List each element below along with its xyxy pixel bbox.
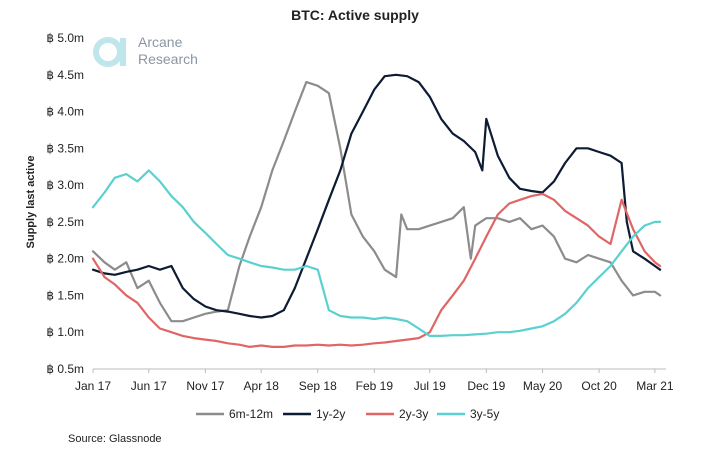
y-tick-label: ฿ 4.5m	[46, 68, 84, 82]
x-tick-label: Apr 18	[244, 379, 280, 393]
series-line-3y-5y	[91, 169, 662, 337]
x-tick-label: Dec 19	[467, 379, 505, 393]
source-note: Source: Glassnode	[68, 433, 162, 445]
y-tick-label: ฿ 5.0m	[46, 31, 84, 45]
x-tick-label: Sep 18	[299, 379, 337, 393]
y-axis: ฿ 0.5m ฿ 1.0m ฿ 1.5m ฿ 2.0m ฿ 2.5m ฿ 3.0m ฿ 3.…	[46, 31, 84, 376]
series-line-1y-2y	[91, 73, 662, 319]
series-lines	[91, 73, 662, 348]
series-line-2y-3y	[91, 192, 662, 348]
x-tick-label: Feb 19	[356, 379, 394, 393]
legend-label: 3y-5y	[470, 407, 499, 421]
y-tick-label: ฿ 3.5m	[46, 141, 84, 155]
legend-label: 1y-2y	[316, 407, 345, 421]
x-tick-label: Jun 17	[131, 379, 167, 393]
y-tick-label: ฿ 4.0m	[46, 105, 84, 119]
y-tick-label: ฿ 1.5m	[46, 288, 84, 302]
chart-title: BTC: Active supply	[291, 7, 419, 23]
x-tick-label: Jul 19	[414, 379, 446, 393]
x-tick-label: May 20	[523, 379, 563, 393]
y-tick-label: ฿ 0.5m	[46, 362, 84, 376]
legend-label: 6m-12m	[229, 407, 273, 421]
y-tick-label: ฿ 1.0m	[46, 325, 84, 339]
x-axis: Jan 17 Jun 17 Nov 17 Apr 18 Sep 18 Feb 19 Jul …	[75, 369, 674, 393]
logo-line-1: Arcane	[138, 34, 183, 50]
series-line-6m-12m	[91, 80, 662, 323]
y-axis-label: Supply last active	[25, 156, 37, 249]
y-tick-label: ฿ 2.5m	[46, 215, 84, 229]
y-tick-label: ฿ 2.0m	[46, 252, 84, 266]
logo-line-2: Research	[138, 51, 198, 67]
legend: 6m-12m 1y-2y 2y-3y 3y-5y	[196, 407, 499, 421]
logo-mark-icon	[93, 37, 123, 67]
x-tick-label: Jan 17	[75, 379, 111, 393]
legend-label: 2y-3y	[399, 407, 428, 421]
brand-logo: Arcane Research	[93, 34, 198, 67]
x-tick-label: Mar 21	[636, 379, 674, 393]
logo-mark-bar	[120, 38, 126, 66]
x-tick-label: Oct 20	[581, 379, 617, 393]
x-tick-label: Nov 17	[186, 379, 224, 393]
y-tick-label: ฿ 3.0m	[46, 178, 84, 192]
